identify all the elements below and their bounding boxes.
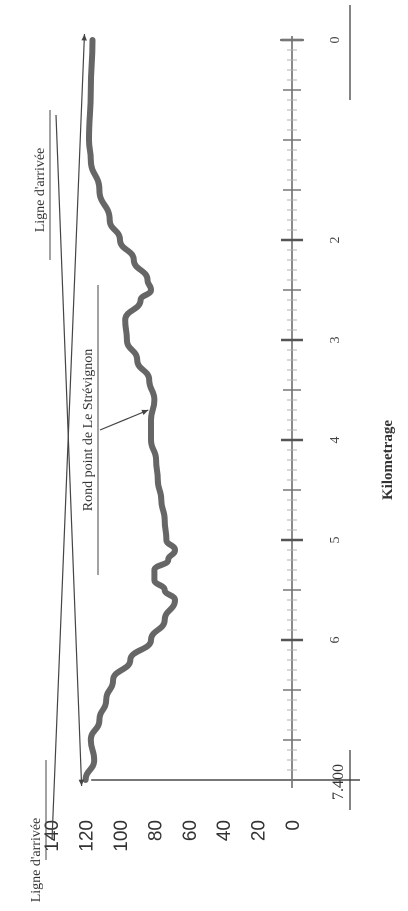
y-tick-label: 0 (283, 820, 304, 831)
annotation-label: Ligne d'arrivée (33, 148, 48, 233)
x-tick-label: 6 (328, 637, 343, 644)
y-tick-label: 40 (214, 820, 235, 841)
y-tick-label: 120 (77, 820, 98, 852)
annotations: Ligne d'arrivée Rond point de Le Strévig… (29, 148, 96, 903)
x-end-label: 7.400 (330, 764, 347, 800)
elevation-line (82, 37, 178, 783)
annotation-label: Ligne d'arrivée (29, 818, 44, 903)
y-tick-labels: 0 20 40 60 80 100 120 140 (42, 820, 304, 852)
y-tick-label: 60 (180, 820, 201, 841)
annotation-arrowhead (141, 409, 149, 415)
x-tick-label: 0 (328, 37, 343, 44)
y-tick-label: 20 (249, 820, 270, 841)
x-axis-label: Kilometrage (380, 420, 396, 500)
x-tick-label: 4 (328, 437, 343, 444)
annotation-arrow (55, 114, 83, 787)
plot-area (82, 36, 360, 788)
y-tick-label: 100 (111, 820, 132, 852)
annotation-arrow (99, 409, 149, 431)
x-tick-label: 2 (328, 237, 343, 244)
annotation-arrowhead (81, 34, 87, 41)
y-tick-label: 80 (145, 820, 166, 841)
annotation-label: Rond point de Le Strévignon (81, 349, 96, 512)
x-tick-label: 3 (328, 337, 343, 344)
annotation-arrowhead (78, 779, 85, 786)
x-tick-labels: 0 2 3 4 5 6 7.400 (328, 37, 347, 801)
x-tick-label: 5 (328, 537, 343, 544)
